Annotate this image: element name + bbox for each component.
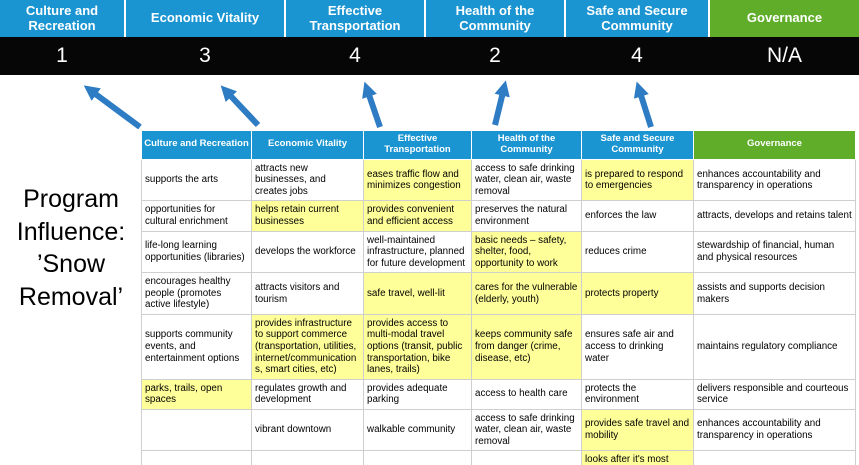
matrix-cell: supports the arts xyxy=(141,158,252,202)
matrix-cell: reduces crime xyxy=(581,230,694,274)
matrix-header-safe-and-secure-community: Safe and Secure Community xyxy=(581,130,694,160)
matrix-cell: provides adequate parking xyxy=(363,378,472,410)
matrix-cell: vibrant downtown xyxy=(251,408,364,452)
matrix-cell: attracts, develops and retains talent xyxy=(693,200,856,232)
matrix-cell xyxy=(471,450,582,465)
table-row: encourages healthy people (promotes acti… xyxy=(141,272,856,315)
matrix-cell: supports community events, and entertain… xyxy=(141,313,252,380)
banner-economic-vitality: Economic Vitality xyxy=(126,0,284,37)
matrix-cell: life-long learning opportunities (librar… xyxy=(141,230,252,274)
table-row: supports the arts attracts new businesses… xyxy=(141,158,856,202)
matrix-header-effective-transportation: Effective Transportation xyxy=(363,130,472,160)
influence-matrix: Culture and Recreation Economic Vitality E… xyxy=(141,130,856,465)
matrix-cell: provides safe travel and mobility xyxy=(581,408,694,452)
score-effective-transportation: 4 xyxy=(349,44,361,67)
matrix-body: supports the arts attracts new businesses… xyxy=(141,158,856,465)
matrix-cell: protects property xyxy=(581,272,694,315)
table-row: parks, trails, open spaces regulates grow… xyxy=(141,378,856,410)
matrix-cell: provides access to multi-modal travel op… xyxy=(363,313,472,380)
up-arrow-safe xyxy=(633,81,654,128)
matrix-cell: provides infrastructure to support comme… xyxy=(251,313,364,380)
page-title: Program Influence: ’Snow Removal’ xyxy=(16,185,126,311)
matrix-cell: enhances accountability and transparency… xyxy=(693,158,856,202)
table-row: vibrant downtown walkable community access… xyxy=(141,408,856,452)
table-row: opportunities for cultural enrichment hel… xyxy=(141,200,856,232)
matrix-cell xyxy=(693,450,856,465)
matrix-cell: assists and supports decision makers xyxy=(693,272,856,315)
banner-culture-and-recreation: Culture and Recreation xyxy=(0,0,124,37)
matrix-cell xyxy=(363,450,472,465)
matrix-cell: access to safe drinking water, clean air… xyxy=(471,158,582,202)
matrix-cell: preserves the natural environment xyxy=(471,200,582,232)
matrix-cell: opportunities for cultural enrichment xyxy=(141,200,252,232)
score-health-of-the-community: 2 xyxy=(489,44,501,67)
matrix-cell: develops the workforce xyxy=(251,230,364,274)
matrix-cell xyxy=(141,408,252,452)
matrix-cell: basic needs – safety, shelter, food, opp… xyxy=(471,230,582,274)
table-row: supports community events, and entertain… xyxy=(141,313,856,380)
matrix-cell: enhances accountability and transparency… xyxy=(693,408,856,452)
matrix-cell: provides convenient and efficient access xyxy=(363,200,472,232)
matrix-header-row: Culture and Recreation Economic Vitality E… xyxy=(141,130,856,160)
matrix-cell: eases traffic flow and minimizes congest… xyxy=(363,158,472,202)
score-economic-vitality: 3 xyxy=(199,44,211,67)
score-safe-and-secure-community: 4 xyxy=(631,44,643,67)
matrix-cell: cares for the vulnerable (elderly, youth… xyxy=(471,272,582,315)
matrix-header-economic-vitality: Economic Vitality xyxy=(251,130,364,160)
score-governance: N/A xyxy=(766,44,802,67)
matrix-cell: maintains regulatory compliance xyxy=(693,313,856,380)
matrix-cell xyxy=(251,450,364,465)
score-culture-and-recreation: 1 xyxy=(56,44,68,67)
score-row: 1 3 4 2 4 N/A xyxy=(0,37,859,75)
matrix-header-governance: Governance xyxy=(693,130,856,160)
matrix-cell: attracts new businesses, and creates job… xyxy=(251,158,364,202)
banner-safe-and-secure-community: Safe and Secure Community xyxy=(566,0,708,37)
matrix-cell: regulates growth and development xyxy=(251,378,364,410)
matrix-cell: parks, trails, open spaces xyxy=(141,378,252,410)
matrix-cell: helps retain current businesses xyxy=(251,200,364,232)
matrix-cell xyxy=(141,450,252,465)
matrix-cell: access to health care xyxy=(471,378,582,410)
matrix-cell: protects the environment xyxy=(581,378,694,410)
matrix-cell: looks after it's most vulnerable xyxy=(581,450,694,465)
matrix-cell: encourages healthy people (promotes acti… xyxy=(141,272,252,315)
up-arrow-culture xyxy=(83,85,142,130)
up-arrow-health xyxy=(492,80,510,126)
matrix-header-culture-and-recreation: Culture and Recreation xyxy=(141,130,252,160)
matrix-header-health-of-the-community: Health of the Community xyxy=(471,130,582,160)
matrix-cell: well-maintained infrastructure, planned … xyxy=(363,230,472,274)
matrix-cell: walkable community xyxy=(363,408,472,452)
banner-governance: Governance xyxy=(710,0,859,37)
banner-health-of-the-community: Health of the Community xyxy=(426,0,564,37)
influence-arrows xyxy=(83,80,654,130)
matrix-cell: ensures safe air and access to drinking … xyxy=(581,313,694,380)
up-arrow-transportation xyxy=(362,81,383,128)
up-arrow-economic xyxy=(220,85,261,128)
matrix-cell: is prepared to respond to emergencies xyxy=(581,158,694,202)
table-row: life-long learning opportunities (librar… xyxy=(141,230,856,274)
banner-effective-transportation: Effective Transportation xyxy=(286,0,424,37)
matrix-cell: keeps community safe from danger (crime,… xyxy=(471,313,582,380)
table-row: looks after it's most vulnerable xyxy=(141,450,856,465)
matrix-cell: safe travel, well-lit xyxy=(363,272,472,315)
matrix-cell: delivers responsible and courteous servi… xyxy=(693,378,856,410)
matrix-cell: access to safe drinking water, clean air… xyxy=(471,408,582,452)
matrix-cell: enforces the law xyxy=(581,200,694,232)
matrix-cell: attracts visitors and tourism xyxy=(251,272,364,315)
category-banner: Culture and Recreation Economic Vitality E… xyxy=(0,0,859,37)
matrix-cell: stewardship of financial, human and phys… xyxy=(693,230,856,274)
